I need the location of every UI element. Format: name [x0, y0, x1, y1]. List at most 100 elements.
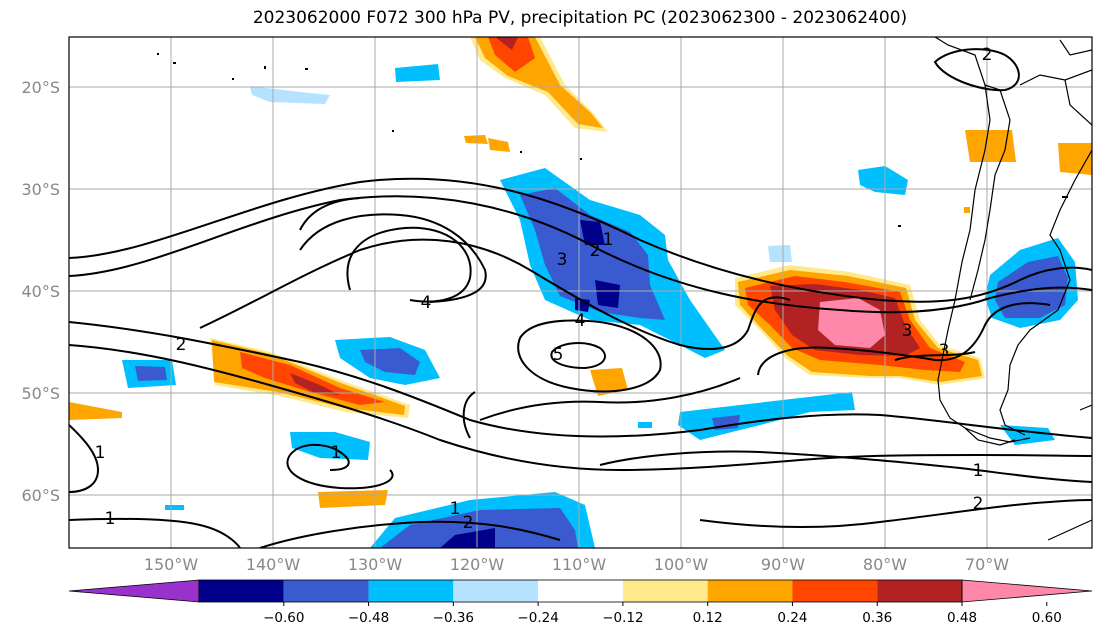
colorbar-swatch [792, 580, 878, 602]
contour-label: 3 [557, 250, 568, 270]
pv-contour-1-northeast [933, 48, 1020, 92]
lon-label: 90°W [761, 555, 805, 574]
pv-contours [69, 48, 1092, 548]
precip-blob-p [1058, 143, 1092, 175]
contour-label: 1 [331, 443, 342, 463]
pv-contour-1-south [69, 344, 1092, 472]
lon-label: 110°W [552, 555, 607, 574]
precip-central-pattern-mid [520, 188, 665, 320]
coast-andes [969, 84, 1011, 301]
plot-area: 1 1 1 1 1 1 2 2 2 2 2 3 3 3 4 4 5 [69, 37, 1092, 548]
coast-border-north [1019, 69, 1092, 86]
coast-argentina [999, 149, 1092, 436]
lat-label: 40°S [21, 282, 60, 301]
colorbar-swatch [707, 580, 793, 602]
pv-contour-3-ridge [299, 213, 487, 303]
pv-contour-5-cutoff [550, 342, 606, 370]
lon-label: 80°W [863, 555, 907, 574]
precip-blob-m [858, 166, 908, 195]
precip-shading [69, 37, 1092, 548]
lat-axis: 20°S 30°S 40°S 50°S 60°S [21, 78, 60, 505]
islands [157, 53, 1068, 227]
colorbar-tick-label: −0.24 [517, 610, 558, 626]
contour-label: 5 [553, 345, 564, 365]
coast-south-georgia [1047, 519, 1092, 541]
colorbar-swatch [877, 580, 962, 602]
contour-label: 3 [939, 341, 950, 361]
pv-contour-1-southwest [69, 424, 100, 493]
contour-label: 1 [603, 230, 614, 250]
contour-label: 1 [105, 509, 116, 529]
colorbar-tick-label: −0.48 [348, 610, 389, 626]
colorbar: −0.60 −0.48 −0.36 −0.24 −0.12 0.12 0.24 0.36 0.4… [68, 579, 1093, 626]
colorbar-tick-label: 0.12 [693, 610, 723, 626]
pv-contour-1-ring [286, 454, 394, 490]
colorbar-tick-label: 0.24 [777, 610, 807, 626]
contour-label: 1 [450, 499, 461, 519]
precip-blob-d [488, 138, 510, 152]
contour-label: 2 [176, 335, 187, 355]
colorbar-swatch [283, 580, 369, 602]
pv-contour-2-north [69, 195, 1092, 314]
coast-border-ne [1064, 79, 1092, 126]
colorbar-tick-label: 0.60 [1032, 610, 1062, 626]
colorbar-tick-label: −0.60 [263, 610, 304, 626]
map-title: 2023062000 F072 300 hPa PV, precipitatio… [252, 8, 908, 28]
pv-contour-upper-swing [299, 197, 361, 231]
pv-contour-1-southeast [599, 450, 1092, 483]
precip-blob-a [395, 64, 440, 82]
pv-contour-lower-swing [479, 377, 741, 421]
precip-south-pattern-core [440, 528, 495, 548]
plot-frame [68, 36, 1093, 549]
contour-label: 4 [575, 311, 586, 331]
lat-label: 50°S [21, 384, 60, 403]
contour-label: 2 [463, 513, 474, 533]
precip-blob-q [964, 207, 970, 213]
precip-band-west-peak [290, 373, 340, 395]
pv-contour-2-south [69, 321, 1092, 439]
colorbar-frame [198, 579, 963, 603]
lat-label: 20°S [21, 78, 60, 97]
colorbar-swatch [199, 580, 284, 602]
precip-central-pattern-core-b [595, 280, 620, 308]
precip-blob-c [464, 135, 488, 144]
precip-blob-e [590, 368, 628, 396]
colorbar-tick-label: 0.48 [947, 610, 977, 626]
precip-central-pattern-core-a [580, 220, 605, 245]
lon-label: 150°W [144, 555, 199, 574]
pv-contour-1-bottom-west [69, 517, 241, 548]
lon-label: 130°W [348, 555, 403, 574]
precip-plume-north-peak [495, 37, 518, 50]
precip-blob-f [69, 402, 122, 420]
colorbar-extend-low [68, 579, 200, 603]
lat-label: 30°S [21, 180, 60, 199]
contour-label: 1 [95, 443, 106, 463]
colorbar-swatch [538, 580, 623, 602]
precip-blob-n [768, 245, 792, 262]
contour-label: 2 [982, 45, 993, 65]
colorbar-tick-label: −0.12 [602, 610, 643, 626]
pv-contour-2-southeast [699, 499, 1092, 529]
lon-axis: 150°W 140°W 130°W 120°W 110°W 100°W 90°W… [144, 555, 1009, 574]
precip-blob-l [638, 422, 652, 428]
colorbar-swatch [368, 580, 454, 602]
lon-label: 140°W [246, 555, 301, 574]
precip-blob-r-core [995, 256, 1068, 318]
lon-label: 70°W [965, 555, 1009, 574]
contour-label: 2 [590, 241, 601, 261]
colorbar-extend-high [961, 579, 1093, 603]
pv-contour-3-east [894, 351, 976, 361]
pv-contour-1-north [69, 177, 1092, 303]
colorbar-swatch [622, 580, 708, 602]
precip-blob-g-core [135, 366, 167, 381]
gridlines [69, 37, 1092, 548]
precip-plume-north-max [488, 37, 535, 72]
precip-band-west-core [240, 352, 385, 405]
precip-blob-b [250, 86, 330, 104]
precip-blob-k [165, 505, 184, 510]
precip-south-pattern-mid [380, 508, 578, 548]
precip-blob-j [318, 490, 388, 508]
contour-label: 2 [973, 494, 984, 514]
precip-band-south [678, 392, 855, 440]
contour-label: 4 [421, 293, 432, 313]
